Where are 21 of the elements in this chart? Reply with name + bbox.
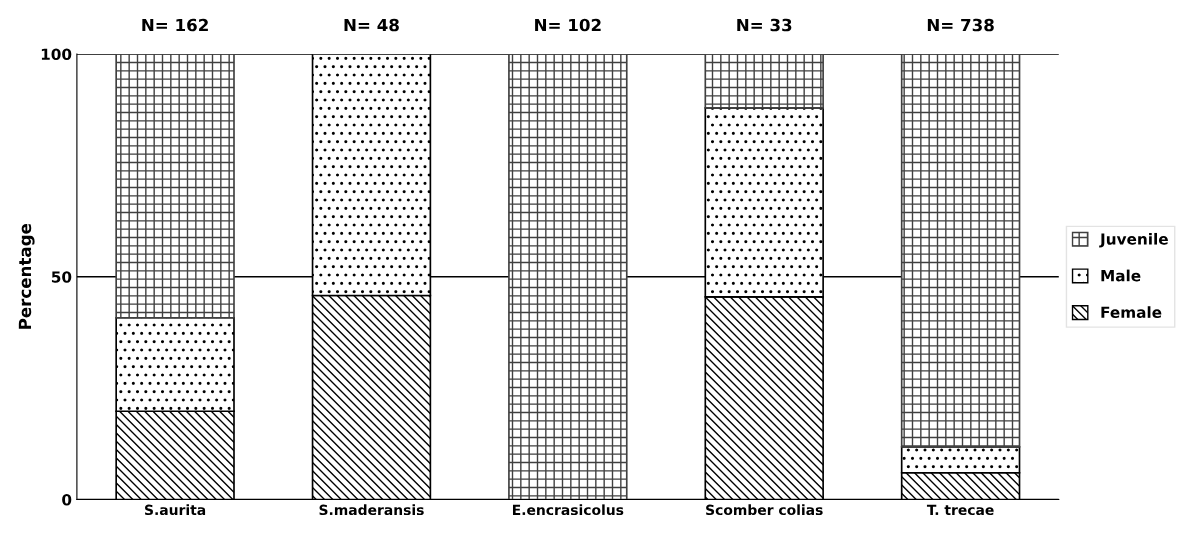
x-tick-label: E.encrasicolus bbox=[512, 504, 624, 516]
annotation: N= 102 bbox=[535, 18, 601, 32]
x-tick-label: T. trecae bbox=[926, 504, 994, 516]
x-tick-label: S.aurita bbox=[145, 504, 206, 516]
legend-label: Female bbox=[1101, 306, 1162, 319]
y-tick-label: 0 bbox=[62, 493, 72, 506]
annotation: N= 738 bbox=[927, 18, 994, 32]
legend-label: Juvenile bbox=[1099, 232, 1168, 248]
bar bbox=[900, 54, 1021, 448]
annotation: N= 33 bbox=[737, 18, 792, 32]
x-tick-label: Scomber colias bbox=[706, 504, 823, 516]
y-axis-title: Percentage bbox=[18, 223, 35, 329]
y-tick-label: 100 bbox=[41, 48, 72, 61]
annotation: N= 162 bbox=[142, 18, 208, 32]
bar bbox=[704, 54, 824, 109]
bar bbox=[115, 54, 235, 319]
bar bbox=[508, 54, 628, 500]
legend-label: Male bbox=[1101, 269, 1141, 282]
x-tick-label: S.maderansis bbox=[319, 504, 424, 516]
y-tick-label: 50 bbox=[51, 271, 72, 283]
annotation: N= 48 bbox=[344, 18, 399, 32]
